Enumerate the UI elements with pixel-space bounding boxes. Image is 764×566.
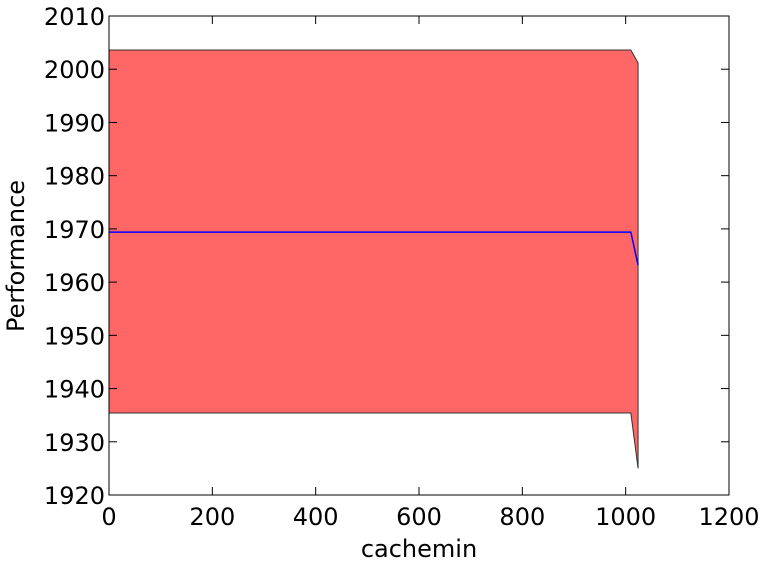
x-tick-label: 1000 [595, 503, 656, 531]
line-layer [109, 231, 639, 266]
y-tick-label: 2010 [44, 3, 105, 31]
band-layer [108, 49, 639, 469]
y-axis-label: Performance [2, 180, 30, 332]
y-tick-label: 1970 [44, 216, 105, 244]
y-tick-label: 1920 [44, 482, 105, 510]
y-tick-label: 1940 [44, 376, 105, 404]
x-tick-label: 800 [499, 503, 545, 531]
y-tick-labels: 1920 1930 1940 1950 1960 1970 1980 1990 2000 2010 [44, 3, 105, 510]
tick-layer [108, 15, 730, 496]
x-tick-label: 600 [396, 503, 442, 531]
y-tick-label: 1980 [44, 163, 105, 191]
x-axis-label: cachemin [361, 535, 477, 563]
confidence-band [108, 49, 639, 469]
x-tick-label: 1200 [698, 503, 759, 531]
y-tick-label: 2000 [44, 56, 105, 84]
y-tick-label: 1990 [44, 109, 105, 137]
y-tick-label: 1950 [44, 322, 105, 350]
x-tick-label: 200 [189, 503, 235, 531]
y-tick-label: 1960 [44, 269, 105, 297]
mean-performance-line [109, 231, 639, 266]
x-tick-labels: 0 200 400 600 800 1000 1200 [101, 503, 759, 531]
x-tick-label: 0 [101, 503, 116, 531]
y-tick-label: 1930 [44, 429, 105, 457]
x-tick-label: 400 [293, 503, 339, 531]
